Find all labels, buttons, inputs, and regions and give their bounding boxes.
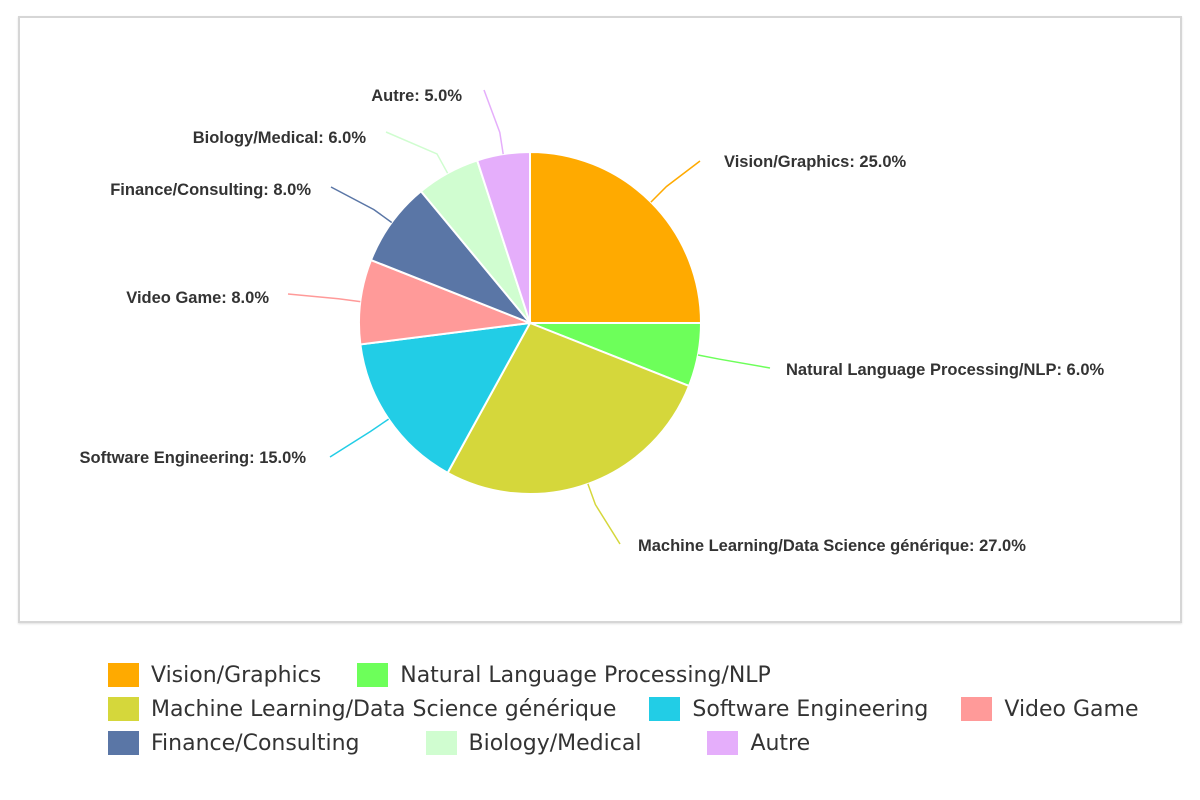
legend-item-biology-medical[interactable]: Biology/Medical bbox=[425, 730, 642, 756]
legend-swatch bbox=[649, 697, 681, 721]
legend-label: Autre bbox=[750, 730, 811, 756]
legend-swatch bbox=[961, 697, 993, 721]
legend-row: Finance/Consulting Biology/Medical Autre bbox=[108, 726, 1168, 760]
leader-line-video-game bbox=[287, 293, 361, 303]
legend-item-finance-consulting[interactable]: Finance/Consulting bbox=[108, 731, 360, 756]
leader-line-vision-graphics bbox=[650, 160, 701, 203]
pie-chart: Vision/Graphics: 25.0% Natural Language P… bbox=[80, 87, 1105, 555]
leader-line-biology-medical bbox=[385, 131, 449, 174]
data-label-software-engineering: Software Engineering: 15.0% bbox=[80, 449, 307, 467]
legend-row: Vision/Graphics Natural Language Processi… bbox=[108, 658, 1168, 692]
legend-swatch bbox=[108, 663, 139, 687]
legend-swatch bbox=[108, 697, 139, 721]
legend-swatch bbox=[357, 663, 389, 687]
legend-swatch bbox=[707, 731, 739, 755]
legend-item-machine-learning-data-science-g-n-rique[interactable]: Machine Learning/Data Science générique bbox=[108, 697, 616, 722]
chart-card: Vision/Graphics: 25.0% Natural Language P… bbox=[18, 16, 1182, 623]
leader-line-natural-language-processing-nlp bbox=[697, 354, 771, 369]
legend-swatch bbox=[108, 731, 139, 755]
data-label-video-game: Video Game: 8.0% bbox=[126, 289, 269, 307]
legend-swatch bbox=[425, 731, 457, 755]
data-label-vision-graphics: Vision/Graphics: 25.0% bbox=[724, 153, 907, 171]
leader-line-software-engineering bbox=[329, 418, 390, 458]
data-label-natural-language-processing-nlp: Natural Language Processing/NLP: 6.0% bbox=[786, 361, 1104, 379]
legend-label: Software Engineering bbox=[692, 696, 929, 722]
data-label-machine-learning-data-science-g-n-rique: Machine Learning/Data Science générique:… bbox=[638, 537, 1026, 555]
legend-row: Machine Learning/Data Science générique S… bbox=[108, 692, 1168, 726]
data-label-biology-medical: Biology/Medical: 6.0% bbox=[193, 129, 367, 147]
legend-label: Biology/Medical bbox=[468, 730, 642, 756]
leader-line-finance-consulting bbox=[330, 186, 393, 224]
legend-item-autre[interactable]: Autre bbox=[707, 731, 810, 756]
legend-label: Machine Learning/Data Science générique bbox=[151, 696, 617, 722]
legend-item-video-game[interactable]: Video Game bbox=[961, 696, 1139, 722]
legend-item-natural-language-processing-nlp[interactable]: Natural Language Processing/NLP bbox=[357, 663, 771, 688]
pie-slice-autre bbox=[475, 150, 531, 324]
legend-label: Video Game bbox=[1004, 696, 1139, 722]
leader-line-machine-learning-data-science-g-n-rique bbox=[587, 483, 621, 545]
legend-item-vision-graphics[interactable]: Vision/Graphics bbox=[108, 663, 321, 688]
legend-item-software-engineering[interactable]: Software Engineering bbox=[649, 697, 928, 722]
data-label-finance-consulting: Finance/Consulting: 8.0% bbox=[110, 181, 311, 199]
legend-label: Finance/Consulting bbox=[151, 730, 360, 756]
leader-line-autre bbox=[483, 89, 504, 155]
legend-label: Natural Language Processing/NLP bbox=[400, 662, 771, 688]
legend: Vision/Graphics Natural Language Processi… bbox=[108, 658, 1168, 760]
data-label-autre: Autre: 5.0% bbox=[371, 87, 462, 105]
pie-slice-machine-learning-data-science-g-n-rique bbox=[446, 321, 691, 496]
pie-slice-software-engineering bbox=[359, 321, 532, 475]
pie-slice-vision-graphics bbox=[529, 150, 703, 324]
legend-label: Vision/Graphics bbox=[151, 662, 322, 688]
